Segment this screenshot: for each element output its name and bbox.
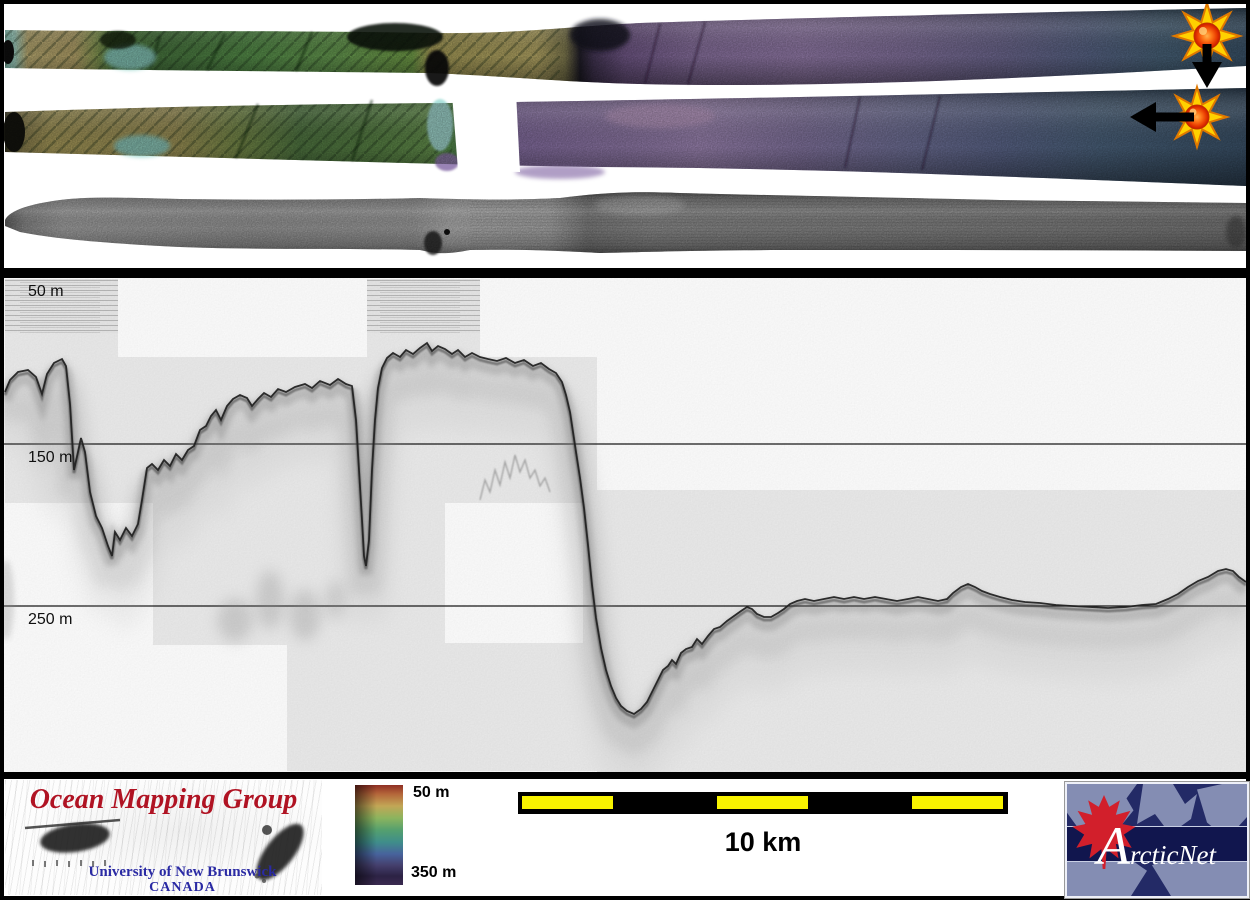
subbottom-profile-panel: 50 m 150 m 250 m: [4, 278, 1246, 772]
arcticnet-initial: A: [1097, 816, 1130, 876]
omg-country-label: CANADA: [149, 880, 216, 895]
colorbar-bottom-label: 350 m: [411, 864, 457, 881]
arcticnet-logo: ArcticNet: [1065, 782, 1249, 898]
omg-university-label: University of New Brunswick: [88, 864, 277, 880]
swath-strips-panel: [4, 4, 1246, 268]
echogram-grain-texture: [4, 278, 1246, 772]
scale-bar-label: 10 km: [724, 827, 802, 857]
map-scale-bar: [518, 792, 1008, 814]
arcticnet-wordmark: ArcticNet: [1097, 806, 1247, 886]
scale-bar-segment: [522, 796, 613, 809]
sonar-target-left: [24, 818, 121, 867]
sonar-grain-texture: [5, 8, 1246, 254]
colorbar-top-label: 50 m: [413, 784, 450, 801]
sun-with-left-arrow-icon: [1130, 83, 1231, 151]
scale-bar-segment: [717, 796, 808, 809]
depth-colorbar: [355, 785, 403, 885]
omg-title: Ocean Mapping Group: [29, 784, 298, 815]
strip-data-gap: [452, 92, 520, 172]
swath-strips-graphic: [4, 4, 1246, 255]
sonar-target-right: [254, 823, 304, 883]
arcticnet-rest: rcticNet: [1130, 840, 1216, 870]
sun-with-down-arrow-icon: [1170, 4, 1244, 88]
subbottom-profile-graphic: 50 m 150 m 250 m: [4, 278, 1246, 772]
ocean-mapping-group-logo: Ocean Mapping Group University of New Br…: [5, 780, 322, 895]
footer-panel: Ocean Mapping Group University of New Br…: [4, 779, 1249, 898]
sonar-image-background: [24, 818, 304, 883]
scale-bar-segment: [912, 796, 1003, 809]
maple-leaf-icon: [1072, 795, 1136, 869]
